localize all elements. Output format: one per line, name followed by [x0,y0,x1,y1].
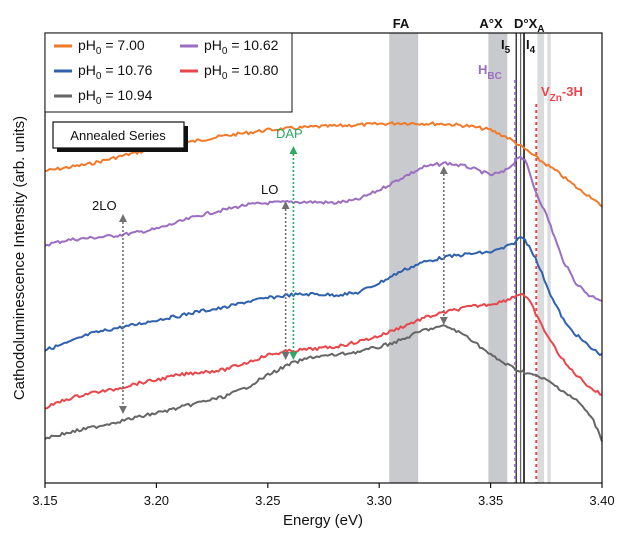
i4-label: I4 [526,37,536,56]
x-tick-label: 3.40 [589,493,614,508]
legend-box [44,32,293,113]
dap-label: DAP [276,126,303,141]
dx-label: D°XA [514,16,545,35]
band-fa [389,33,419,483]
inset-label: Annealed Series [70,128,166,143]
x-axis-title: Energy (eV) [283,512,363,529]
x-axis-ticks: 3.15 3.20 3.25 3.30 3.35 3.40 [32,483,615,508]
spectra-series [44,121,603,442]
emission-bands [389,33,551,483]
inset-label-box [52,121,185,149]
series-line-0 [44,121,603,208]
legend-entry: pH0 = 10.76 [78,62,153,82]
legend-entry: pH0 = 10.94 [78,87,153,107]
legend-entry: pH0 = 10.80 [204,62,279,82]
band-dx-1 [547,33,551,483]
lo-label: LO [261,182,278,197]
fa-label: FA [393,16,410,31]
i5-label: I5 [501,37,511,56]
plot-frame [44,32,603,484]
series-line-4 [44,324,603,442]
y-axis-title: Cathodoluminescence Intensity (arb. unit… [11,116,28,400]
legend: pH0 = 7.00 pH0 = 10.62 pH0 = 10.76 pH0 = 10… [54,37,279,107]
x-tick-label: 3.25 [255,493,280,508]
hbc-label: HBC [478,62,502,82]
series-line-2 [44,236,603,357]
series-line-3 [44,293,603,410]
x-tick-label: 3.30 [367,493,392,508]
legend-entry: pH0 = 7.00 [78,37,145,57]
band-dx-0 [537,33,545,483]
reference-lines [514,33,538,483]
band-ax [488,33,508,483]
phonon-arrows [118,146,448,414]
x-tick-label: 3.15 [32,493,57,508]
2lo-label: 2LO [92,198,117,213]
x-tick-label: 3.35 [478,493,503,508]
legend-entry: pH0 = 10.62 [204,37,279,57]
ax-label: A°X [479,16,503,31]
x-tick-label: 3.20 [144,493,169,508]
series-line-1 [44,155,603,302]
vzn-label: VZn-3H [541,84,583,104]
